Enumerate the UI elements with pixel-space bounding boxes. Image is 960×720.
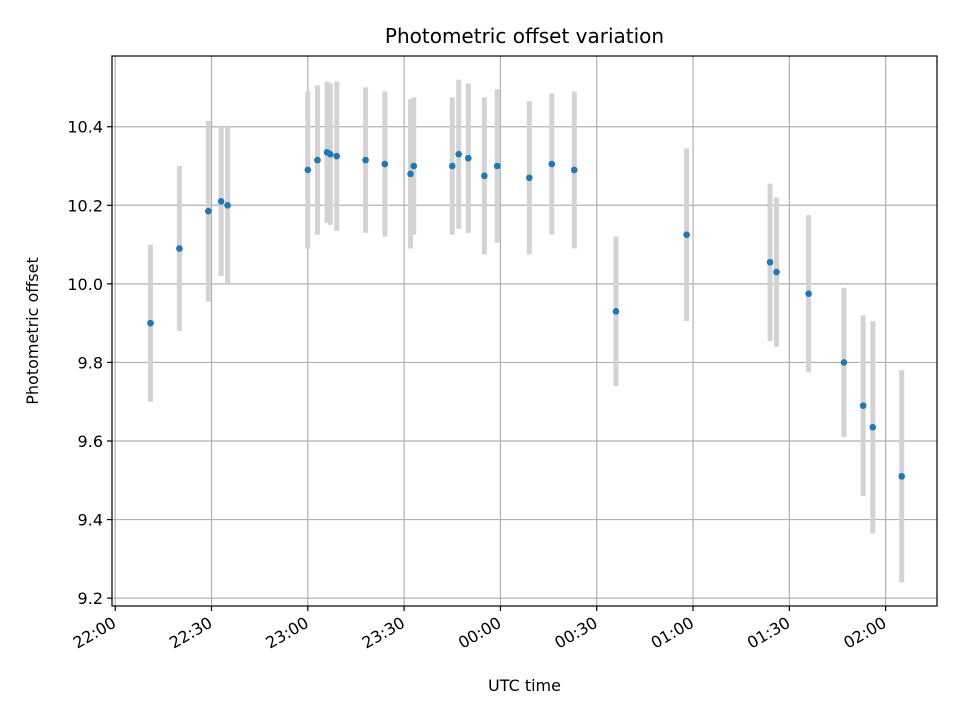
x-tick-label: 22:00 (70, 613, 119, 653)
data-point (481, 172, 488, 180)
y-tick-label: 10.2 (67, 196, 103, 215)
data-point (773, 268, 780, 276)
data-point (147, 319, 154, 327)
data-point (683, 231, 690, 239)
x-tick-label: 00:00 (455, 613, 504, 653)
data-point (304, 166, 312, 174)
chart-title: Photometric offset variation (385, 24, 664, 48)
data-point (869, 423, 877, 431)
x-tick-label: 02:00 (840, 613, 889, 653)
x-axis-ticks: 22:00 22:30 23:00 23:30 00:00 00:30 01:00 01:30… (70, 606, 890, 653)
y-axis-title: Photometric offset (23, 257, 42, 405)
data-point (176, 245, 183, 252)
x-tick-label: 23:00 (262, 613, 311, 653)
x-tick-label: 01:30 (744, 613, 793, 653)
y-tick-label: 10.0 (67, 275, 103, 294)
data-point (410, 162, 418, 170)
data-point (205, 207, 212, 215)
x-tick-label: 01:00 (648, 613, 697, 653)
data-point (333, 152, 341, 160)
y-tick-label: 9.2 (78, 589, 103, 608)
data-point (407, 170, 414, 178)
data-point (381, 160, 389, 168)
data-point (314, 156, 321, 164)
grid-lines (112, 56, 937, 606)
y-tick-label: 9.6 (78, 432, 103, 451)
data-point (840, 359, 848, 366)
data-point (362, 156, 369, 164)
data-point (526, 174, 533, 182)
data-point (766, 258, 774, 266)
data-point (493, 162, 501, 170)
x-tick-label: 22:30 (166, 613, 215, 653)
data-point (455, 150, 462, 158)
data-point (548, 160, 556, 168)
plot-frame (111, 55, 938, 607)
data-point (859, 402, 867, 409)
y-tick-label: 10.4 (67, 118, 103, 137)
x-tick-label: 23:30 (359, 613, 408, 653)
data-point (805, 290, 812, 297)
x-tick-label: 00:30 (551, 613, 600, 653)
y-tick-label: 9.4 (78, 511, 103, 530)
data-point (448, 162, 456, 170)
data-points (147, 148, 905, 480)
data-point (224, 201, 231, 209)
data-point (217, 198, 225, 205)
x-axis-title: UTC time (488, 676, 561, 695)
data-point (570, 166, 578, 174)
data-point (612, 308, 620, 315)
data-point (898, 473, 905, 480)
y-tick-label: 9.8 (78, 353, 103, 372)
data-point (326, 150, 334, 158)
data-point (465, 154, 472, 162)
y-axis-ticks: 9.2 9.4 9.6 9.8 10.0 10.2 10.4 (67, 118, 112, 608)
